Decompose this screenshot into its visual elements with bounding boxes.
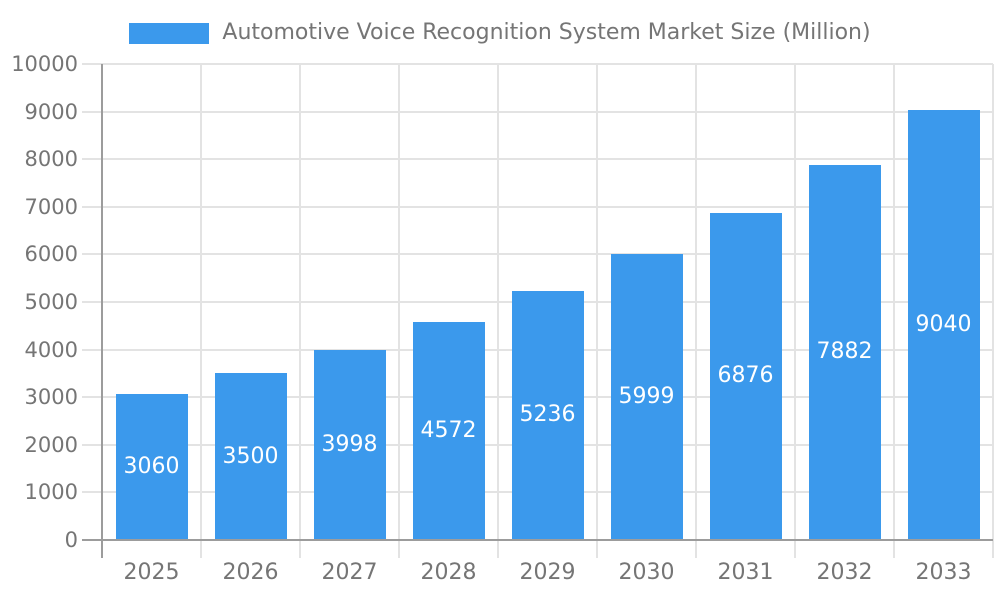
- bar-value-label-2030: 5999: [618, 384, 675, 410]
- bar-value-label-2027: 3998: [321, 431, 378, 457]
- x-axis-tick-label-2032: 2032: [816, 560, 873, 585]
- x-gridline: [794, 64, 796, 558]
- y-gridline: [82, 253, 993, 256]
- x-gridline: [398, 64, 400, 558]
- x-axis-tick-label-2027: 2027: [321, 560, 378, 585]
- x-axis-line: [82, 539, 993, 541]
- x-axis-tick-label-2030: 2030: [618, 560, 675, 585]
- bar-value-label-2025: 3060: [123, 454, 180, 480]
- bar-value-label-2029: 5236: [519, 402, 576, 428]
- bar-2032: 7882: [808, 164, 881, 540]
- y-axis-tick-label: 3000: [24, 385, 78, 410]
- bar-value-label-2033: 9040: [915, 311, 972, 337]
- bar-value-label-2026: 3500: [222, 443, 279, 469]
- y-axis-tick-label: 8000: [24, 147, 78, 172]
- x-gridline: [695, 64, 697, 558]
- bar-2027: 3998: [313, 349, 386, 540]
- x-gridline: [200, 64, 202, 558]
- y-axis-tick-label: 2000: [24, 432, 78, 457]
- y-gridline: [82, 205, 993, 208]
- x-gridline: [497, 64, 499, 558]
- y-axis-tick-label: 1000: [24, 480, 78, 505]
- x-gridline: [596, 64, 598, 558]
- x-axis-tick-label-2025: 2025: [123, 560, 180, 585]
- y-axis-tick-label: 7000: [24, 194, 78, 219]
- x-axis-tick-label-2033: 2033: [915, 560, 972, 585]
- bar-value-label-2028: 4572: [420, 418, 477, 444]
- y-axis-tick-label: 0: [64, 528, 78, 552]
- y-axis-line: [101, 64, 103, 558]
- x-axis-tick-label-2029: 2029: [519, 560, 576, 585]
- y-axis-tick-label: 5000: [24, 290, 78, 314]
- bar-2026: 3500: [214, 373, 287, 540]
- bar-2028: 4572: [412, 322, 485, 540]
- bar-value-label-2031: 6876: [717, 363, 774, 389]
- x-gridline: [299, 64, 301, 558]
- x-gridline: [893, 64, 895, 558]
- x-axis-tick-label-2031: 2031: [717, 560, 774, 585]
- legend-label: Automotive Voice Recognition System Mark…: [222, 20, 871, 45]
- x-axis-tick-label-2028: 2028: [420, 560, 477, 585]
- y-axis-tick-label: 6000: [24, 242, 78, 267]
- bar-2030: 5999: [610, 254, 683, 540]
- y-gridline: [82, 110, 993, 113]
- bar-2033: 9040: [907, 109, 980, 540]
- x-gridline: [992, 64, 994, 558]
- y-axis-tick-label: 9000: [24, 99, 78, 124]
- bar-2029: 5236: [511, 290, 584, 540]
- bar-value-label-2032: 7882: [816, 339, 873, 365]
- y-gridline: [82, 63, 993, 65]
- y-axis-tick-label: 4000: [24, 337, 78, 362]
- bar-2025: 3060: [115, 394, 188, 540]
- y-gridline: [82, 158, 993, 161]
- y-axis-tick-label: 10000: [11, 52, 78, 76]
- legend-swatch-icon: [129, 22, 210, 44]
- bar-2031: 6876: [709, 212, 782, 540]
- x-axis-tick-label-2026: 2026: [222, 560, 279, 585]
- legend-item[interactable]: Automotive Voice Recognition System Mark…: [0, 22, 1000, 44]
